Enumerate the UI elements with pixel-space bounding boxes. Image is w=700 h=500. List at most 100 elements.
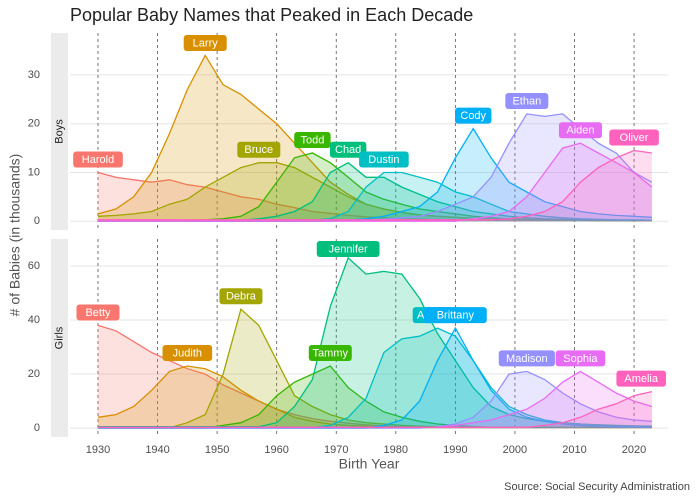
area-fill [97, 113, 652, 222]
x-tick-label: 1960 [264, 444, 288, 456]
y-tick-label: 10 [28, 166, 40, 178]
series-label: Sophia [555, 350, 606, 367]
series-label: Debra [219, 288, 263, 305]
area-line [98, 370, 652, 429]
series-label: Brittany [423, 307, 487, 324]
label-text: Chad [335, 144, 361, 156]
area-fill [97, 162, 652, 222]
label-box [359, 151, 409, 168]
series-label: Harold [73, 151, 123, 168]
label-box [329, 141, 367, 158]
label-text: Madison [506, 353, 548, 365]
label-box [455, 107, 492, 124]
area-fill [97, 153, 652, 222]
x-tick-label: 1950 [205, 444, 229, 456]
x-tick-label: 2010 [562, 444, 586, 456]
x-tick-label: 2000 [503, 444, 527, 456]
label-box [558, 122, 602, 139]
y-axis-label: # of Babies (in thousands) [7, 154, 23, 317]
label-text: Jennifer [329, 243, 368, 255]
x-tick-label: 1980 [384, 444, 408, 456]
area-line [98, 142, 653, 222]
area-fill [97, 325, 652, 429]
label-text: Aiden [566, 125, 594, 137]
series-label: Tammy [308, 344, 352, 361]
x-tick-label: 2020 [622, 444, 646, 456]
facet-label: Girls [53, 326, 65, 349]
label-text: Judith [173, 347, 202, 359]
series-label: Dustin [359, 151, 409, 168]
series-label: Jennifer [316, 241, 380, 257]
area-fill [97, 366, 652, 429]
area-fill [97, 143, 652, 222]
label-text: Bruce [244, 144, 273, 156]
x-axis-label: Birth Year [339, 456, 400, 472]
x-tick-label: 1940 [145, 444, 169, 456]
series-label: Oliver [609, 129, 659, 146]
y-tick-label: 0 [34, 215, 40, 227]
series-label: Chad [329, 141, 367, 158]
y-tick-label: 60 [28, 260, 40, 272]
series-label: Cody [455, 107, 492, 124]
chart-title: Popular Baby Names that Peaked in Each D… [70, 5, 473, 25]
series-label: Amelia [616, 370, 666, 387]
series-label: Aiden [558, 122, 602, 139]
area-line [98, 149, 652, 221]
label-box [505, 92, 549, 109]
label-text: Debra [226, 291, 257, 303]
area-fill [97, 150, 652, 222]
area-fill [97, 55, 652, 222]
label-text: Amelia [624, 373, 659, 385]
series-label: Larry [183, 35, 227, 51]
facet-strip [51, 33, 68, 230]
series-label: Todd [294, 131, 331, 148]
label-box [183, 35, 227, 51]
series-label: Ethan [505, 92, 549, 109]
label-box [555, 350, 606, 367]
x-tick-label: 1970 [324, 444, 348, 456]
area-fill [97, 257, 652, 429]
label-box [616, 370, 666, 387]
label-box [316, 241, 380, 257]
label-text: Todd [300, 134, 324, 146]
label-box [219, 288, 263, 305]
series-label: Betty [76, 304, 120, 321]
label-text: Larry [193, 37, 219, 49]
x-tick-label: 1990 [443, 444, 467, 456]
label-text: Cody [460, 110, 486, 122]
area-fill [97, 328, 652, 429]
area-fill [97, 172, 652, 222]
label-text: Tammy [313, 347, 349, 359]
label-box [609, 129, 659, 146]
series-label: Bruce [237, 141, 281, 158]
label-box [294, 131, 331, 148]
x-tick-label: 1930 [86, 444, 110, 456]
area-fill [97, 309, 652, 429]
label-text: Ethan [512, 95, 541, 107]
label-box [73, 151, 123, 168]
label-text: Oliver [620, 132, 649, 144]
area-fill [97, 128, 652, 222]
y-tick-label: 20 [28, 368, 40, 380]
series-label: Judith [162, 344, 213, 361]
y-tick-label: 30 [28, 69, 40, 81]
label-text: Brittany [437, 310, 475, 322]
source-note: Source: Social Security Administration [504, 481, 690, 493]
y-tick-label: 40 [28, 314, 40, 326]
area-fill [97, 162, 652, 222]
label-box [237, 141, 281, 158]
y-tick-label: 20 [28, 118, 40, 130]
y-tick-label: 0 [34, 422, 40, 434]
label-box [76, 304, 120, 321]
area-fill [97, 366, 652, 429]
label-text: Betty [85, 307, 111, 319]
label-text: Harold [82, 154, 114, 166]
area-fill [97, 172, 652, 222]
label-box [308, 344, 352, 361]
label-box [498, 350, 555, 367]
facet-strip [51, 239, 68, 437]
label-box [162, 344, 213, 361]
area-fill [97, 391, 652, 429]
area-line [98, 390, 653, 428]
